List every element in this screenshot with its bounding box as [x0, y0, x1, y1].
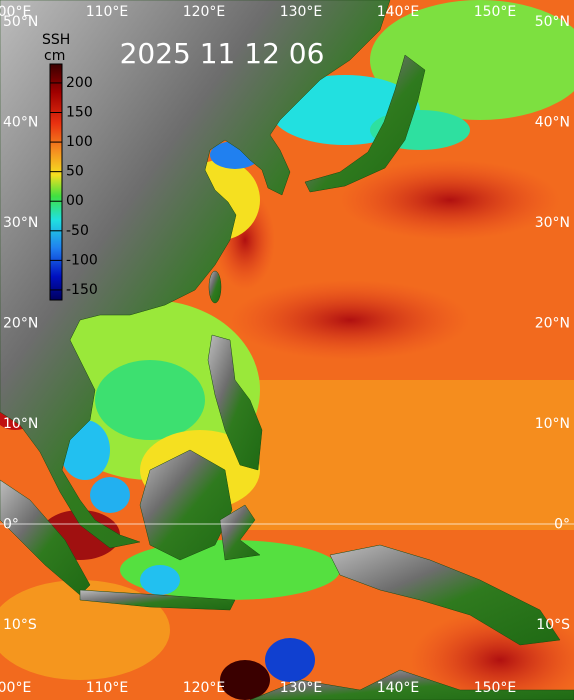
lat-label-left: 20°N [3, 316, 38, 332]
lon-label-top: 120°E [183, 4, 226, 20]
colorbar-tick-label: 100 [66, 134, 93, 150]
lat-label-left: 0° [3, 517, 19, 533]
lat-label-left: 50°N [3, 14, 38, 30]
lon-label-top: 100°E [0, 4, 31, 20]
lat-label-right: 10°N [535, 416, 570, 432]
lon-label-top: 150°E [474, 4, 517, 20]
lat-label-right: 30°N [535, 215, 570, 231]
lat-label-right: 0° [554, 517, 570, 533]
lat-label-left: 10°N [3, 416, 38, 432]
lat-label-right: 20°N [535, 316, 570, 332]
colorbar-tick-label: 00 [66, 193, 84, 209]
colorbar-tick-label: 50 [66, 164, 84, 180]
lon-label-top: 110°E [86, 4, 129, 20]
lat-label-left: 30°N [3, 215, 38, 231]
colorbar [49, 63, 63, 301]
colorbar-unit: cm [44, 48, 65, 64]
lon-label-top: 140°E [377, 4, 420, 20]
colorbar-label: SSH [42, 32, 70, 48]
lon-label-bottom: 150°E [474, 680, 517, 696]
lat-label-right: 40°N [535, 115, 570, 131]
colorbar-tick-label: -150 [66, 282, 98, 298]
lon-label-bottom: 140°E [377, 680, 420, 696]
colorbar-tick-label: 150 [66, 105, 93, 121]
lat-label-left: 40°N [3, 115, 38, 131]
lon-label-bottom: 120°E [183, 680, 226, 696]
lon-label-top: 130°E [280, 4, 323, 20]
colorbar-tick-label: -50 [66, 223, 89, 239]
lat-label-right: 50°N [535, 14, 570, 30]
colorbar-tick-label: -100 [66, 252, 98, 268]
lon-label-bottom: 110°E [86, 680, 129, 696]
colorbar-tick-label: 200 [66, 75, 93, 91]
lat-label-right: 10°S [536, 617, 570, 633]
lon-label-bottom: 100°E [0, 680, 31, 696]
title: 2025 11 12 06 [120, 37, 325, 70]
lon-label-bottom: 130°E [280, 680, 323, 696]
lat-label-left: 10°S [3, 617, 37, 633]
